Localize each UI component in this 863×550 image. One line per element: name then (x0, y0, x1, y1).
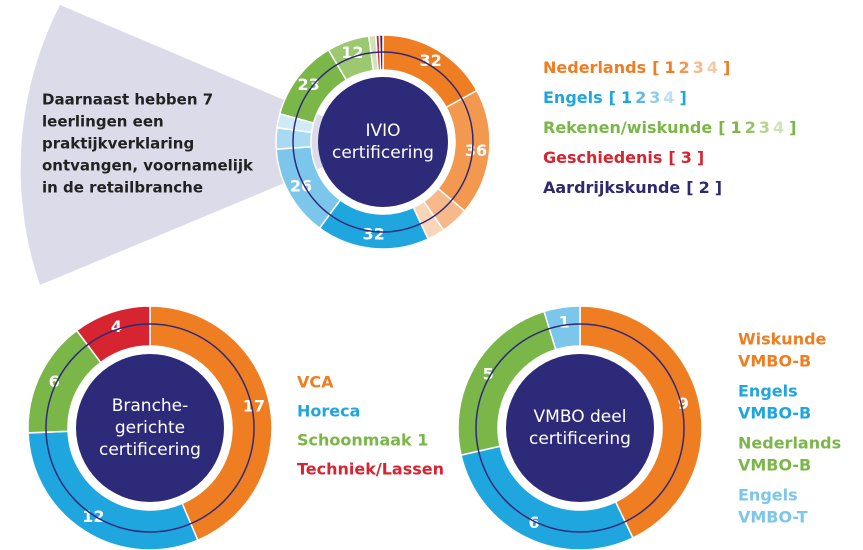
legend-text: ] (789, 118, 796, 137)
note-line: ontvangen, voornamelijk (42, 157, 254, 175)
legend-entry: Engels [1 2 3 4] (543, 88, 687, 107)
legend-text: 2 (635, 88, 646, 107)
legend-text: [ (718, 118, 725, 137)
ring-line (292, 51, 474, 233)
legend-text: [ (686, 178, 693, 197)
legend-entry: VMBO-B (738, 352, 811, 371)
legend-text: ] (680, 88, 687, 107)
center-title: certificering (99, 440, 201, 460)
segment-label: 6 (49, 372, 60, 391)
legend-text: 4 (707, 58, 718, 77)
center-disc (76, 354, 224, 502)
segment-label: 1 (559, 313, 570, 332)
legend-entry: Nederlands [1 2 3 4] (543, 58, 730, 77)
donut-segment (579, 305, 703, 539)
note-wedge (20, 5, 383, 285)
segment-label: 32 (363, 225, 385, 244)
center-title: IVIO (365, 121, 400, 141)
legend-entry: Horeca (297, 402, 360, 421)
note-line: praktijkverklaring (42, 135, 194, 153)
note-line: leerlingen een (42, 113, 164, 131)
legend-entry: Nederlands (738, 434, 841, 453)
legend-text: [ (668, 148, 675, 167)
legend-text: 2 (699, 178, 710, 197)
segment-label: 36 (465, 141, 487, 160)
legend-text: 4 (773, 118, 784, 137)
legend-entry: Geschiedenis [3] (543, 148, 704, 167)
segment-label: 17 (243, 396, 265, 415)
legend-entry: VMBO-B (738, 456, 811, 475)
legend-entry: Engels (738, 382, 798, 401)
legend-text: 3 (681, 148, 692, 167)
legend-entry: Aardrijkskunde [2] (543, 178, 722, 197)
segment-label: 12 (341, 43, 363, 62)
segment-label: 4 (111, 317, 122, 336)
legend-text: ] (715, 178, 722, 197)
legend-text: 3 (693, 58, 704, 77)
legend-entry: Schoonmaak 1 (297, 431, 428, 450)
segment-label: 23 (298, 75, 320, 94)
legend-text: 4 (663, 88, 674, 107)
legend-text: ] (723, 58, 730, 77)
legend-entry: VMBO-B (738, 404, 811, 423)
legend-text: 1 (664, 58, 675, 77)
donut-segment (149, 305, 273, 542)
center-title: gerichte (115, 418, 185, 438)
legend-text: 3 (759, 118, 770, 137)
center-disc (506, 354, 654, 502)
donut-segment (543, 305, 581, 351)
center-disc (318, 77, 448, 207)
center-title: certificering (332, 143, 434, 163)
ring-line (45, 323, 255, 533)
legend-text: ] (697, 148, 704, 167)
donut-segment (75, 305, 151, 364)
legend-entry: Engels (738, 486, 798, 505)
legend-text: 1 (621, 88, 632, 107)
legend-text: Aardrijkskunde (543, 178, 680, 197)
note-line: in de retailbranche (42, 179, 203, 197)
legend-text: 2 (679, 58, 690, 77)
legend-text: 2 (745, 118, 756, 137)
legend-text: Nederlands (543, 58, 646, 77)
legend-text: Geschiedenis (543, 148, 662, 167)
legend-text: 3 (649, 88, 660, 107)
legend-text: [ (609, 88, 616, 107)
segment-label: 6 (528, 513, 539, 532)
legend-text: Rekenen/wiskunde (543, 118, 712, 137)
legend-text: Engels (543, 88, 603, 107)
note-line: Daarnaast hebben 7 (42, 91, 213, 109)
segment-label: 9 (678, 394, 689, 413)
legend-entry: VMBO-T (738, 508, 808, 527)
legend-entry: VCA (297, 373, 334, 392)
legend-text: 1 (731, 118, 742, 137)
ring-line (475, 323, 685, 533)
center-title: VMBO deel (534, 407, 627, 427)
legend-entry: Wiskunde (738, 330, 827, 349)
segment-label: 5 (483, 365, 494, 384)
center-title: Branche- (112, 396, 189, 416)
legend-text: [ (652, 58, 659, 77)
legend-entry: Techniek/Lassen (297, 460, 444, 479)
segment-label: 32 (420, 51, 442, 70)
legend-entry: Rekenen/wiskunde [1 2 3 4] (543, 118, 796, 137)
center-title: certificering (529, 429, 631, 449)
